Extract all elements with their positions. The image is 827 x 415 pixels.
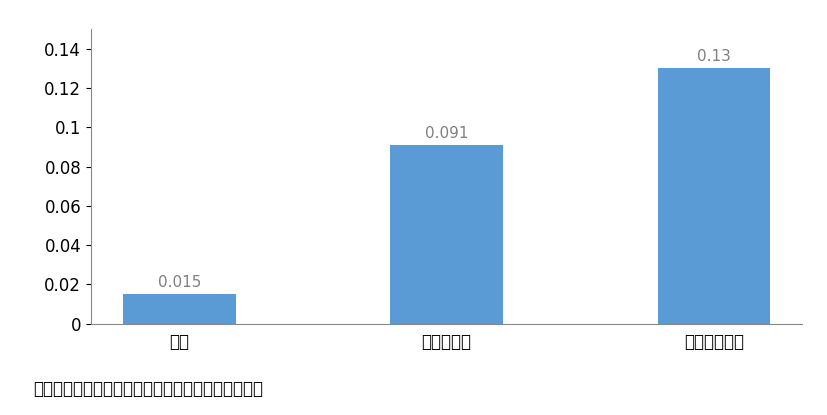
Bar (123, 294, 236, 324)
Text: 0.091: 0.091 (425, 126, 468, 141)
Bar (390, 145, 503, 324)
Text: 注：学歴は説明変数として統計的に有意ではない。: 注：学歴は説明変数として統計的に有意ではない。 (33, 381, 263, 398)
Text: 0.13: 0.13 (697, 49, 731, 64)
Bar (657, 68, 770, 324)
Text: 0.015: 0.015 (158, 275, 201, 290)
